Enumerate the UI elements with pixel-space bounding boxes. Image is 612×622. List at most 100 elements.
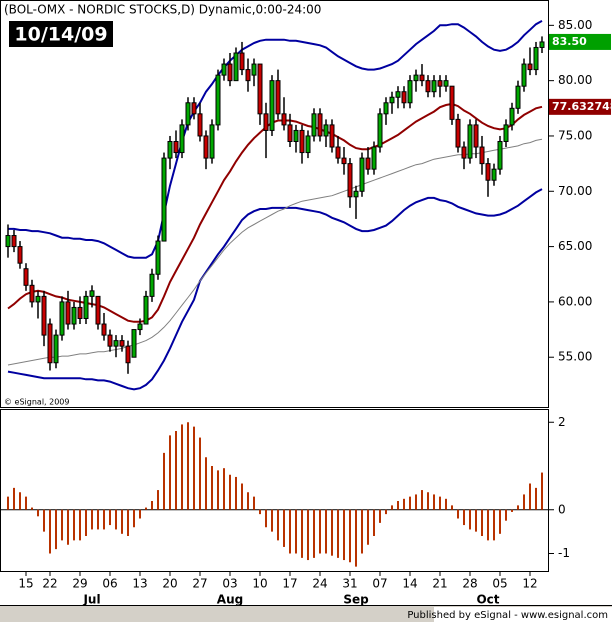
y-tick-label: 65.00: [558, 239, 592, 253]
candle-body: [203, 135, 209, 159]
candle-body: [527, 63, 533, 71]
candle-body: [107, 334, 113, 347]
indicator-bar: [253, 496, 255, 510]
candle-body: [167, 140, 173, 159]
candle-body: [125, 345, 131, 364]
candle-body: [371, 146, 377, 170]
watermark: © eSignal, 2009: [4, 398, 69, 407]
credit: Published by eSignal - www.esignal.com: [407, 610, 608, 621]
candle-body: [149, 273, 155, 297]
y-tick-label: 80.00: [558, 73, 592, 87]
candle-body: [227, 63, 233, 82]
candle-body: [179, 124, 185, 154]
candle-body: [473, 124, 479, 148]
indicator-bar: [37, 509, 39, 517]
y-tick-label: 55.00: [558, 350, 592, 364]
candle-body: [119, 340, 125, 347]
indicator-bar: [19, 492, 21, 510]
candle-body: [305, 135, 311, 154]
candle-body: [491, 168, 497, 181]
candle-body: [479, 146, 485, 165]
candle-body: [233, 52, 239, 82]
x-tick-label: 17: [282, 577, 297, 591]
indicator-bar: [139, 509, 141, 519]
indicator-bar: [85, 509, 87, 536]
indicator-bar: [361, 509, 363, 554]
x-tick-label: 05: [492, 577, 507, 591]
indicator-bar: [121, 509, 123, 534]
candle-body: [377, 113, 383, 148]
indicator-bar: [343, 509, 345, 561]
indicator-bar: [61, 509, 63, 541]
overlay-line: [8, 20, 543, 259]
overlay-line: [7, 188, 543, 391]
candle-body: [425, 80, 431, 93]
candle-body: [221, 63, 227, 76]
candle-body: [395, 91, 401, 98]
indicator-bar: [337, 509, 339, 558]
indicator-bar: [493, 509, 495, 541]
indicator-bar: [163, 452, 165, 510]
x-tick-label: 27: [192, 577, 207, 591]
candle-body: [437, 80, 443, 87]
candle-body: [353, 190, 359, 198]
candle-body: [317, 113, 323, 137]
candle-body: [101, 323, 107, 336]
indicator-bar: [523, 494, 525, 510]
x-tick-label: 14: [402, 577, 417, 591]
indicator-bar: [331, 509, 333, 556]
indicator-bar: [115, 509, 117, 530]
indicator-bar: [91, 509, 93, 530]
candle-body: [191, 102, 197, 115]
candle-body: [263, 113, 269, 131]
candle-body: [323, 124, 329, 137]
date-box: [9, 21, 113, 47]
indicator-bar: [13, 487, 15, 510]
indicator-bar: [397, 501, 399, 510]
indicator-bar: [415, 494, 417, 510]
y-tick-label: 70.00: [558, 184, 592, 198]
indicator-bar: [439, 496, 441, 510]
candle-body: [341, 157, 347, 165]
indicator-bar: [187, 422, 189, 510]
indicator-bar: [169, 435, 171, 510]
candle-body: [461, 146, 467, 159]
indicator-bar: [499, 509, 501, 534]
indicator-tick-label: -1: [558, 546, 570, 560]
date-label: 10/14/09: [14, 24, 107, 46]
indicator-bar: [31, 507, 33, 510]
indicator-bar: [157, 490, 159, 510]
indicator-bar: [403, 498, 405, 510]
candle-body: [71, 306, 77, 325]
indicator-bar: [535, 487, 537, 510]
indicator-bar: [355, 509, 357, 567]
indicator-bar: [49, 509, 51, 554]
credit-box: [434, 607, 612, 622]
x-tick-label: 29: [72, 577, 87, 591]
indicator-bar: [73, 509, 75, 541]
indicator-bar: [55, 509, 57, 550]
indicator-bar: [67, 509, 69, 545]
candle-body: [131, 329, 137, 358]
candle-body: [11, 235, 17, 248]
candle-body: [359, 157, 365, 192]
indicator-bar: [175, 431, 177, 510]
candle-body: [431, 80, 437, 93]
indicator-bar: [43, 509, 45, 532]
overlay-line: [7, 138, 543, 366]
candle-body: [113, 340, 119, 347]
indicator-bar: [193, 426, 195, 510]
indicator-tick-label: 2: [558, 415, 566, 429]
candle-body: [503, 124, 509, 142]
chart-title: (BOL-OMX - NORDIC STOCKS,D) Dynamic,0:00…: [4, 3, 321, 17]
candle-body: [365, 157, 371, 170]
indicator-bar: [319, 509, 321, 554]
indicator-bar: [223, 468, 225, 510]
candle-body: [281, 113, 287, 126]
candle-body: [485, 163, 491, 181]
candle-body: [449, 85, 455, 120]
indicator-bar: [481, 509, 483, 536]
x-tick-label: 12: [522, 577, 537, 591]
candle-body: [407, 80, 413, 104]
